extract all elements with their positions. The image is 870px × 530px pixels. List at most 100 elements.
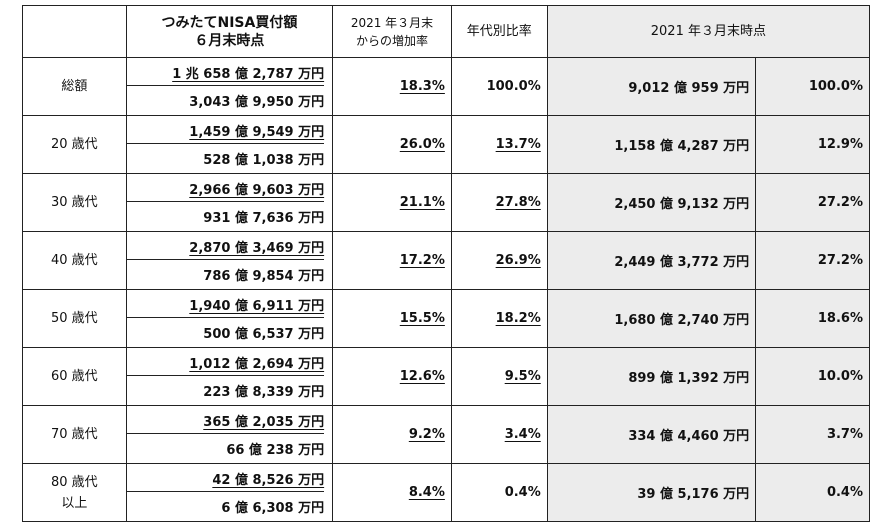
age-label-cell: 60 歳代 [22, 347, 127, 406]
buy-amount: 42 億 8,526 万円 [126, 469, 325, 492]
table-row: 20 歳代 1,459 億 9,549 万円 528 億 1,038 万円 26… [22, 115, 870, 174]
header-blank-cell [22, 5, 127, 58]
increase-rate: 15.5% [399, 311, 445, 326]
march-amount: 2,450 億 9,132 万円 [614, 197, 750, 212]
buy-sub-amount: 931 億 7,636 万円 [203, 211, 325, 226]
march-amount: 9,012 億 959 万円 [628, 81, 750, 96]
age-ratio: 18.2% [495, 311, 541, 326]
march-amount: 39 億 5,176 万円 [637, 487, 750, 502]
buy-amount: 2,870 億 3,469 万円 [126, 237, 325, 260]
age-label: 20 歳代 [51, 137, 98, 152]
increase-rate: 17.2% [399, 253, 445, 268]
age-ratio: 9.5% [504, 369, 541, 384]
table-row: 80 歳代 以上 42 億 8,526 万円 6 億 6,308 万円 8.4%… [22, 463, 870, 522]
age-label-cell: 70 歳代 [22, 405, 127, 464]
march-ratio-cell: 0.4% [755, 463, 870, 522]
buy-amount-cell: 1,940 億 6,911 万円 500 億 6,537 万円 [125, 289, 334, 348]
increase-rate-cell: 8.4% [332, 463, 452, 522]
age-ratio: 0.4% [504, 485, 541, 500]
march-ratio-cell: 3.7% [755, 405, 870, 464]
increase-rate: 8.4% [408, 485, 445, 500]
buy-amount: 1,012 億 2,694 万円 [126, 353, 325, 376]
age-ratio-cell: 18.2% [450, 289, 548, 348]
increase-rate: 12.6% [399, 369, 445, 384]
buy-amount-cell: 2,966 億 9,603 万円 931 億 7,636 万円 [125, 173, 334, 232]
age-label-cell: 20 歳代 [22, 115, 127, 174]
increase-rate-cell: 26.0% [332, 115, 452, 174]
march-amount-cell: 334 億 4,460 万円 [546, 405, 757, 464]
age-label-cell: 総額 [22, 57, 127, 116]
buy-amount-cell: 1 兆 658 億 2,787 万円 3,043 億 9,950 万円 [125, 57, 334, 116]
age-ratio-cell: 9.5% [450, 347, 548, 406]
age-ratio: 26.9% [495, 253, 541, 268]
march-ratio: 10.0% [817, 369, 863, 384]
march-amount-cell: 2,449 億 3,772 万円 [546, 231, 757, 290]
march-ratio: 0.4% [826, 485, 863, 500]
table-row: 50 歳代 1,940 億 6,911 万円 500 億 6,537 万円 15… [22, 289, 870, 348]
buy-sub-amount: 528 億 1,038 万円 [203, 153, 325, 168]
march-amount: 1,158 億 4,287 万円 [614, 139, 750, 154]
march-ratio-cell: 12.9% [755, 115, 870, 174]
buy-sub-amount: 66 億 238 万円 [226, 443, 325, 458]
increase-rate-cell: 21.1% [332, 173, 452, 232]
age-label: 80 歳代 [51, 474, 98, 490]
age-label-cell: 50 歳代 [22, 289, 127, 348]
march-ratio: 12.9% [817, 137, 863, 152]
age-ratio-cell: 3.4% [450, 405, 548, 464]
buy-sub-amount: 500 億 6,537 万円 [203, 327, 325, 342]
age-ratio-cell: 27.8% [450, 173, 548, 232]
header-buy-amount: つみたてNISA買付額 ６月末時点 [125, 5, 334, 58]
buy-amount: 1 兆 658 億 2,787 万円 [126, 63, 325, 86]
buy-amount-cell: 1,459 億 9,549 万円 528 億 1,038 万円 [125, 115, 334, 174]
age-ratio-cell: 13.7% [450, 115, 548, 174]
buy-amount-cell: 42 億 8,526 万円 6 億 6,308 万円 [125, 463, 334, 522]
table-row: 60 歳代 1,012 億 2,694 万円 223 億 8,339 万円 12… [22, 347, 870, 406]
age-label-cell: 30 歳代 [22, 173, 127, 232]
increase-rate: 9.2% [408, 427, 445, 442]
buy-sub-amount: 6 億 6,308 万円 [221, 501, 325, 516]
march-ratio: 27.2% [817, 253, 863, 268]
buy-amount-cell: 2,870 億 3,469 万円 786 億 9,854 万円 [125, 231, 334, 290]
age-label: 50 歳代 [51, 311, 98, 326]
buy-sub-amount: 786 億 9,854 万円 [203, 269, 325, 284]
march-amount-cell: 9,012 億 959 万円 [546, 57, 757, 116]
march-amount: 2,449 億 3,772 万円 [614, 255, 750, 270]
increase-rate: 26.0% [399, 137, 445, 152]
age-label: 40 歳代 [51, 253, 98, 268]
table-row: 総額 1 兆 658 億 2,787 万円 3,043 億 9,950 万円 1… [22, 57, 870, 116]
age-ratio-cell: 100.0% [450, 57, 548, 116]
increase-rate-cell: 12.6% [332, 347, 452, 406]
table-row: 70 歳代 365 億 2,035 万円 66 億 238 万円 9.2% 3.… [22, 405, 870, 464]
table-row: 40 歳代 2,870 億 3,469 万円 786 億 9,854 万円 17… [22, 231, 870, 290]
age-label: 60 歳代 [51, 369, 98, 384]
age-label: 70 歳代 [51, 427, 98, 442]
buy-amount: 1,940 億 6,911 万円 [126, 295, 325, 318]
age-label-cell: 80 歳代 以上 [22, 463, 127, 522]
header-increase-rate: 2021 年３月末 からの増加率 [332, 5, 452, 58]
march-ratio-cell: 18.6% [755, 289, 870, 348]
increase-rate: 21.1% [399, 195, 445, 210]
nisa-age-table: つみたてNISA買付額 ６月末時点 2021 年３月末 からの増加率 年代別比率… [22, 5, 870, 522]
march-amount-cell: 1,158 億 4,287 万円 [546, 115, 757, 174]
buy-amount-cell: 365 億 2,035 万円 66 億 238 万円 [125, 405, 334, 464]
age-ratio: 13.7% [495, 137, 541, 152]
buy-amount-cell: 1,012 億 2,694 万円 223 億 8,339 万円 [125, 347, 334, 406]
march-amount: 334 億 4,460 万円 [628, 429, 750, 444]
increase-rate-cell: 18.3% [332, 57, 452, 116]
march-ratio-cell: 100.0% [755, 57, 870, 116]
buy-sub-amount: 3,043 億 9,950 万円 [189, 95, 325, 110]
march-ratio-cell: 10.0% [755, 347, 870, 406]
age-label-line2: 以上 [61, 495, 88, 511]
age-label: 30 歳代 [51, 195, 98, 210]
buy-sub-amount: 223 億 8,339 万円 [203, 385, 325, 400]
header-march-2021: 2021 年３月末時点 [546, 5, 870, 58]
increase-rate: 18.3% [399, 79, 445, 94]
march-ratio: 100.0% [808, 79, 863, 94]
buy-amount: 2,966 億 9,603 万円 [126, 179, 325, 202]
march-ratio: 18.6% [817, 311, 863, 326]
increase-rate-cell: 15.5% [332, 289, 452, 348]
march-ratio: 3.7% [826, 427, 863, 442]
buy-amount: 1,459 億 9,549 万円 [126, 121, 325, 144]
buy-amount: 365 億 2,035 万円 [126, 411, 325, 434]
age-label-cell: 40 歳代 [22, 231, 127, 290]
